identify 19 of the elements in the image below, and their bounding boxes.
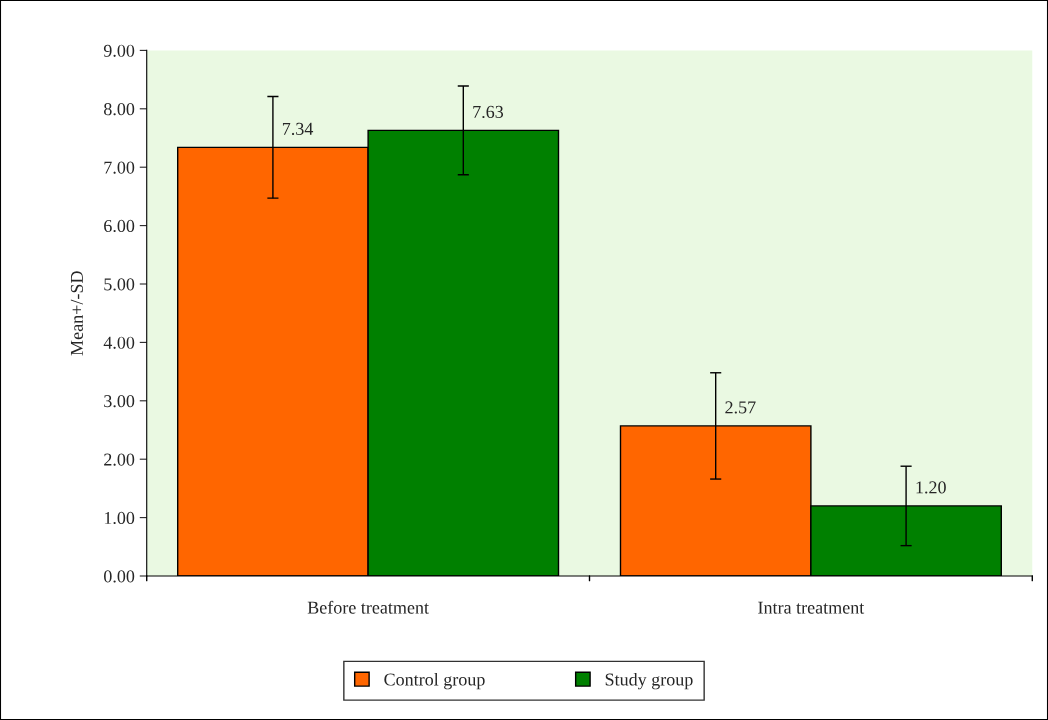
y-tick-label: 0.00	[104, 570, 135, 583]
x-tick-label: Intra treatment	[758, 601, 865, 614]
data-label: 2.57	[725, 401, 756, 414]
y-tick-label: 7.00	[104, 161, 135, 174]
data-label: 7.34	[282, 122, 314, 135]
x-tick-label: Before treatment	[307, 600, 429, 614]
y-tick-label: 1.00	[104, 511, 135, 525]
y-tick-label: 5.00	[104, 278, 135, 291]
y-tick-label: 8.00	[104, 103, 135, 116]
data-label: 7.63	[473, 105, 504, 119]
legend-label: Control group	[384, 672, 485, 690]
y-tick-label: 2.00	[104, 453, 135, 466]
y-tick-label: 3.00	[104, 395, 135, 408]
y-tick-label: 9.00	[103, 44, 135, 57]
y-tick-label: 4.00	[103, 336, 135, 349]
data-label: 1.20	[916, 481, 946, 494]
legend-label: Study group	[605, 672, 693, 690]
y-tick-label: 6.00	[104, 219, 135, 233]
y-axis-title: Mean+/-SD	[70, 271, 83, 356]
